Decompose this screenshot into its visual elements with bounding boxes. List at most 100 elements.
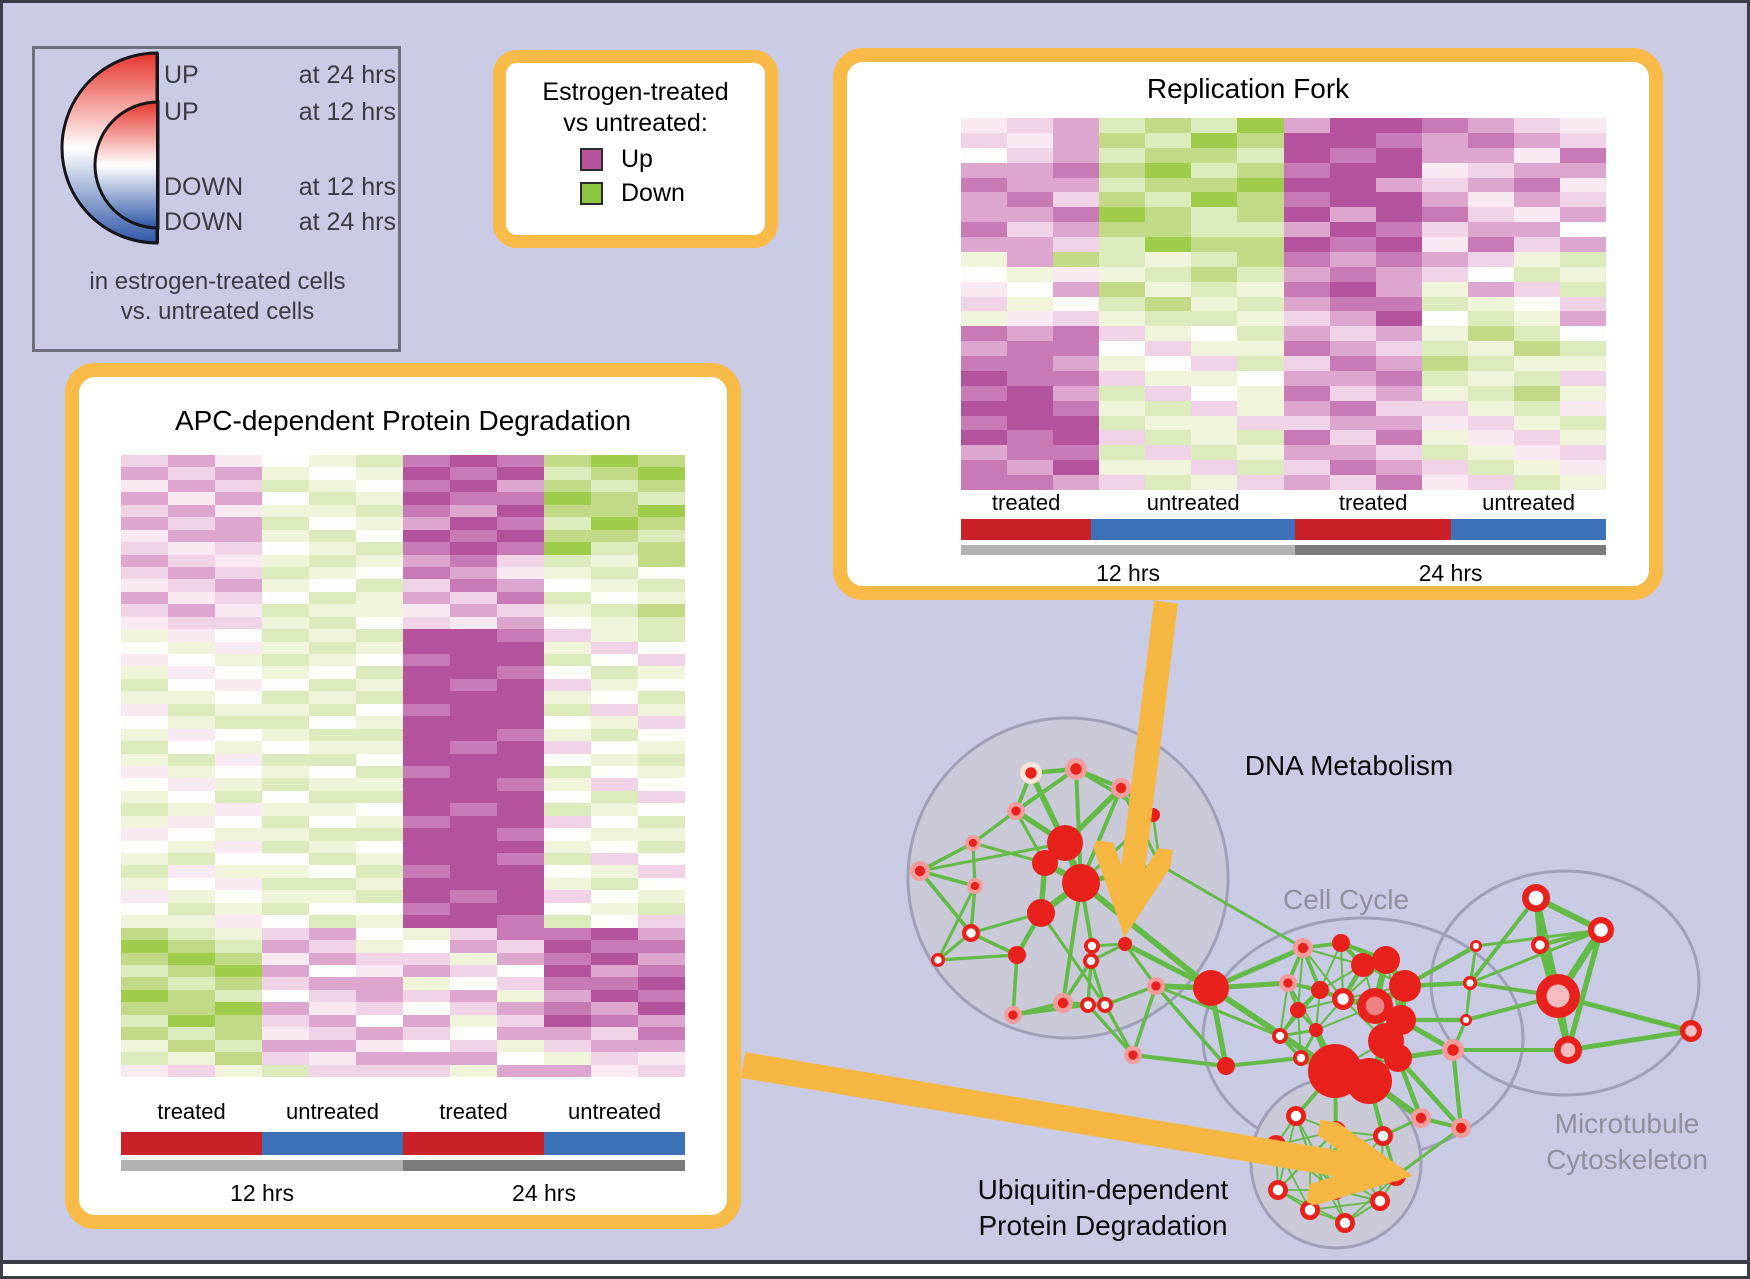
heatmap-cell — [544, 952, 591, 965]
heatmap-cell — [1467, 445, 1514, 461]
heatmap-cell — [1099, 237, 1146, 252]
network-edge — [1385, 985, 1406, 1042]
heatmap-cell — [309, 566, 356, 580]
heatmap-cell — [1329, 147, 1376, 163]
heatmap-cell — [1467, 296, 1514, 312]
heatmap-cell — [591, 554, 638, 567]
heatmap-cell — [403, 703, 450, 717]
heatmap-cell — [168, 865, 215, 878]
heatmap-cell — [1237, 415, 1284, 431]
heatmap-cell — [309, 964, 356, 978]
condition-bar — [1451, 519, 1606, 540]
network-edge — [1286, 981, 1322, 992]
network-edge — [1278, 1034, 1303, 1060]
heatmap-cell — [356, 890, 403, 903]
network-node-core — [970, 881, 980, 891]
heatmap-cell — [1237, 430, 1284, 446]
heatmap-cell — [262, 765, 309, 779]
condition-bar — [121, 1132, 262, 1155]
network-node-core — [1390, 1170, 1402, 1182]
heatmap-cell — [497, 591, 544, 605]
heatmap-cell — [168, 654, 215, 667]
heatmap-cell — [403, 554, 450, 567]
heatmap-cell — [1053, 162, 1100, 178]
heatmap-cell — [450, 940, 497, 953]
network-edge — [1154, 984, 1282, 1038]
heatmap-cell — [403, 977, 450, 990]
heatmap-cell — [403, 728, 450, 742]
heatmap-cell — [403, 591, 450, 605]
heatmap-cell — [591, 703, 638, 717]
heatmap-cell — [121, 828, 168, 841]
heatmap-cell — [121, 1014, 168, 1028]
heatmap-cell — [544, 504, 591, 518]
heatmap-cell — [1421, 296, 1468, 312]
heatmap-cell — [309, 977, 356, 990]
heatmap-cell — [1513, 296, 1560, 312]
heatmap-cell — [168, 902, 215, 916]
heatmap-cell — [121, 517, 168, 530]
network-edge — [1011, 1001, 1065, 1017]
heatmap-cell — [544, 1052, 591, 1065]
heatmap-cell — [356, 964, 403, 978]
time-bar — [961, 545, 1296, 555]
cluster-cc — [1201, 916, 1525, 1160]
heatmap-cell — [544, 840, 591, 853]
heatmap-cell — [544, 1064, 591, 1077]
heatmap-cell — [1007, 222, 1054, 237]
heatmap-cell — [638, 703, 685, 717]
heatmap-cell — [403, 828, 450, 841]
network-node — [1451, 1118, 1471, 1138]
time-bar — [403, 1160, 685, 1171]
heatmap-cell — [356, 1064, 403, 1077]
network-edge — [1123, 942, 1158, 988]
heatmap-cell — [1145, 445, 1192, 461]
heatmap-cell — [450, 1027, 497, 1040]
heatmap-cell — [309, 579, 356, 592]
network-node — [1004, 1006, 1022, 1024]
heatmap-cell — [309, 940, 356, 953]
heatmap-cell — [591, 517, 638, 530]
heatmap-cell — [1191, 118, 1238, 133]
heatmap-cell — [1513, 326, 1560, 342]
network-edge — [1038, 860, 1048, 916]
heatmap-cell — [450, 977, 497, 990]
heatmap-cell — [215, 728, 262, 742]
heatmap-cell — [497, 865, 544, 878]
heatmap-cell — [1099, 385, 1146, 401]
network-edge — [1061, 839, 1085, 887]
heatmap-cell — [1053, 400, 1100, 416]
heatmap-cell — [262, 504, 309, 518]
heatmap-cell — [450, 741, 497, 754]
heatmap-cell — [1099, 207, 1146, 223]
heatmap-cell — [1191, 400, 1238, 416]
condition-label: treated — [157, 1099, 226, 1124]
network-edge — [1275, 1144, 1336, 1191]
heatmap-cell — [309, 504, 356, 518]
network-edge — [1090, 942, 1127, 948]
heatmap-cell — [961, 385, 1008, 401]
heatmap-cell — [168, 840, 215, 853]
heatmap-cell — [121, 479, 168, 493]
heatmap-cell — [121, 815, 168, 829]
network-node — [1326, 1121, 1346, 1141]
time-label: 24 hrs — [1418, 560, 1483, 586]
heatmap-cell — [544, 902, 591, 916]
network-edge — [1340, 962, 1366, 1002]
heatmap-cell — [1375, 207, 1422, 223]
heatmap-cell — [1191, 356, 1238, 371]
heatmap-cell — [168, 765, 215, 779]
heatmap-cell — [638, 915, 685, 928]
heatmap-cell — [961, 118, 1008, 133]
heatmap-cell — [1099, 430, 1146, 446]
heatmap-cell — [121, 629, 168, 642]
heatmap-cell — [497, 828, 544, 841]
network-node — [1272, 1028, 1288, 1044]
heatmap-cell — [1007, 326, 1054, 342]
heatmap-cell — [1283, 326, 1330, 342]
heatmap-cell — [262, 1039, 309, 1053]
network-node — [1286, 1106, 1306, 1126]
heatmap-cell — [1099, 326, 1146, 342]
network-node-core — [1115, 782, 1127, 794]
condition-label: untreated — [568, 1099, 661, 1124]
